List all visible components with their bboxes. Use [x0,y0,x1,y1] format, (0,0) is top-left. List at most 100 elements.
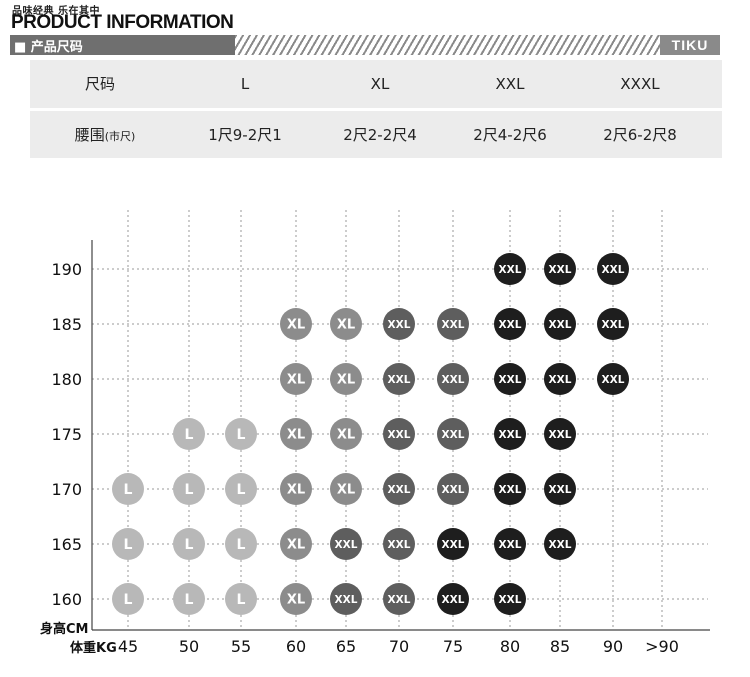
y-axis-title: 身高CM [40,621,88,637]
size-marker-xl [280,308,312,340]
size-marker-xxl [494,473,526,505]
size-marker-label: XXL [335,539,358,551]
size-marker-label: L [124,482,133,498]
waist-header-label: 腰围 [74,126,105,144]
table-divider [30,108,722,111]
size-marker-label: XL [337,483,355,498]
size-marker-label: XXL [442,484,465,496]
size-marker-label: XXL [388,374,411,386]
size-marker-label: XXL [388,594,411,606]
waist-cell-xxxl: 2尺6-2尺8 [603,126,677,144]
waist-row: 腰围(市尺) 1尺9-2尺1 2尺2-2尺4 2尺4-2尺6 2尺6-2尺8 [30,111,722,159]
size-marker-label: XL [337,318,355,333]
size-marker-xl [280,363,312,395]
size-marker-xxl [544,528,576,560]
size-marker-label: XL [287,538,305,553]
y-tick-label: 190 [51,260,82,279]
size-marker-label: L [237,427,246,443]
size-marker-xl [280,528,312,560]
waist-cell-xl: 2尺2-2尺4 [343,126,417,144]
size-marker-l [225,418,257,450]
size-marker-label: L [124,592,133,608]
size-marker-xl [280,473,312,505]
size-marker-label: XL [287,373,305,388]
size-marker-xxl [383,473,415,505]
size-marker-xxl [383,418,415,450]
size-table: 尺码 L XL XXL XXXL 腰围(市尺) 1尺9-2尺1 2尺2-2尺4 … [30,60,722,158]
size-marker-xxl [544,418,576,450]
size-marker-label: L [237,592,246,608]
size-marker-xxl [494,528,526,560]
size-marker-xxl [437,583,469,615]
x-tick-label: 80 [500,637,520,656]
size-marker-xxl [597,308,629,340]
size-marker-label: XXL [602,264,625,276]
size-marker-xxl [494,583,526,615]
size-marker-label: XL [287,318,305,333]
size-marker-label: L [124,537,133,553]
size-marker-l [173,418,205,450]
size-marker-label: XXL [549,374,572,386]
size-marker-label: XXL [388,319,411,331]
x-tick-label: >90 [645,637,679,656]
size-marker-label: XXL [499,264,522,276]
x-tick-label: 50 [179,637,199,656]
size-marker-label: XL [337,373,355,388]
section-label-background: ■ 产品尺码 [10,35,235,55]
size-marker-label: XXL [388,484,411,496]
brand-logo: TIKU [660,35,720,55]
x-tick-label: 65 [336,637,356,656]
size-marker-label: XXL [335,594,358,606]
size-marker-xxl [383,363,415,395]
size-marker-xxl [544,363,576,395]
size-marker-label: XXL [602,319,625,331]
size-marker-xxl [544,253,576,285]
size-marker-label: XXL [499,429,522,441]
y-tick-label: 160 [51,590,82,609]
x-tick-label: 70 [389,637,409,656]
size-marker-label: XL [337,428,355,443]
size-marker-label: XXL [549,264,572,276]
size-marker-xxl [437,363,469,395]
tagline: 品味经典 乐在其中 [12,6,100,17]
size-marker-xxl [437,308,469,340]
size-marker-xxl [494,363,526,395]
size-marker-xl [280,418,312,450]
section-label: ■ 产品尺码 [14,40,83,55]
size-marker-l [112,583,144,615]
y-tick-label: 165 [51,535,82,554]
size-marker-label: XXL [549,319,572,331]
size-marker-label: XXL [442,319,465,331]
size-marker-label: XXL [602,374,625,386]
x-tick-label: 85 [550,637,570,656]
waist-cell-l: 1尺9-2尺1 [208,126,282,144]
size-marker-label: XXL [388,429,411,441]
size-marker-xxl [494,418,526,450]
size-marker-l [112,473,144,505]
size-marker-label: XXL [549,539,572,551]
size-row-header: 尺码 [84,75,115,93]
size-marker-label: L [185,537,194,553]
size-marker-xl [330,418,362,450]
waist-row-header: 腰围(市尺) [45,111,165,159]
size-marker-label: XL [287,483,305,498]
x-tick-label: 60 [286,637,306,656]
size-marker-xl [330,473,362,505]
size-marker-label: XXL [499,374,522,386]
size-marker-xxl [544,308,576,340]
x-tick-label: 45 [118,637,138,656]
size-marker-label: L [237,537,246,553]
size-marker-label: XXL [499,484,522,496]
size-marker-xxl [383,308,415,340]
size-cell-l: L [240,75,250,93]
x-tick-label: 55 [231,637,251,656]
size-marker-label: L [185,482,194,498]
x-tick-label: 75 [443,637,463,656]
size-row: 尺码 L XL XXL XXXL [30,60,722,108]
size-marker-label: XXL [499,319,522,331]
size-marker-l [173,583,205,615]
y-tick-label: 185 [51,315,82,334]
size-marker-xxl [494,308,526,340]
size-marker-xl [330,363,362,395]
size-marker-label: XXL [442,594,465,606]
